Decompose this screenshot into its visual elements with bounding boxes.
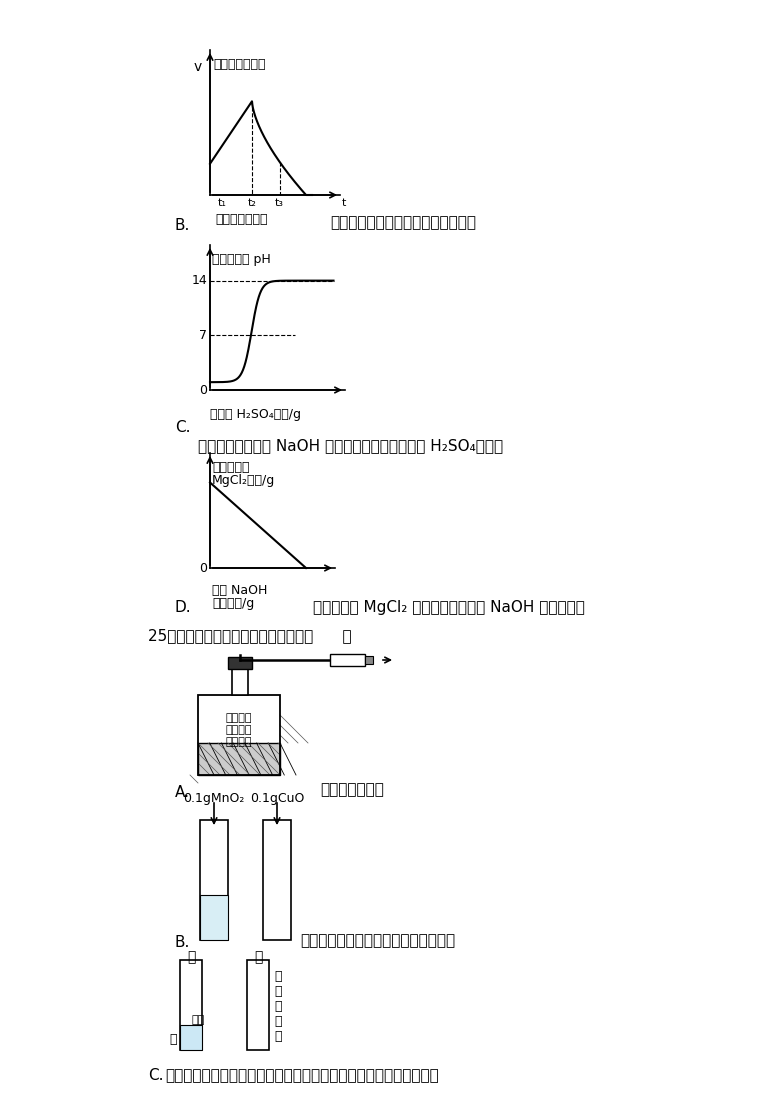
- Text: 7: 7: [199, 329, 207, 342]
- Text: 产生氢气的速率: 产生氢气的速率: [213, 58, 265, 71]
- Text: 向稀盐酸与 MgCl₂ 的混合溶液中滴加 NaOH 溶液至过量: 向稀盐酸与 MgCl₂ 的混合溶液中滴加 NaOH 溶液至过量: [313, 600, 585, 615]
- Text: C.: C.: [148, 1068, 164, 1083]
- Text: A.: A.: [175, 785, 190, 800]
- Text: 甲试管中的铁钉生锈，乙试管中的铁钉不生锈，说明铁钉生锈需要水: 甲试管中的铁钉生锈，乙试管中的铁钉不生锈，说明铁钉生锈需要水: [165, 1068, 438, 1083]
- Bar: [263, 820, 291, 940]
- Bar: [232, 665, 248, 695]
- Bar: [330, 654, 365, 666]
- Text: 液柱上升: 液柱上升: [225, 713, 252, 722]
- Text: t₃: t₃: [275, 199, 284, 208]
- Text: 一段时间: 一段时间: [225, 725, 252, 735]
- Text: 溶液质量/g: 溶液质量/g: [212, 597, 254, 610]
- Bar: [365, 656, 373, 664]
- Text: 检查装置气密性: 检查装置气密性: [320, 782, 384, 797]
- Bar: [200, 820, 228, 940]
- Text: 0.1gMnO₂: 0.1gMnO₂: [183, 792, 245, 805]
- Text: t: t: [342, 199, 346, 208]
- Text: 0.1gCuO: 0.1gCuO: [250, 792, 304, 805]
- Bar: [198, 743, 280, 775]
- Text: 甲: 甲: [187, 950, 195, 964]
- Text: 反应进行的时间: 反应进行的时间: [215, 213, 268, 226]
- Text: D.: D.: [175, 600, 192, 615]
- Text: 后不下降: 后不下降: [225, 737, 252, 747]
- Bar: [247, 960, 269, 1050]
- Text: 证明不同催化剤对过氧化氢的分解影响: 证明不同催化剤对过氧化氢的分解影响: [300, 933, 455, 947]
- Text: 向盛有稀盐酸的试管中加入足量镁条: 向盛有稀盐酸的试管中加入足量镁条: [330, 215, 476, 231]
- Text: 3%
H₂O₂
溶液: 3% H₂O₂ 溶液: [202, 900, 226, 933]
- Bar: [200, 895, 228, 940]
- Text: B.: B.: [175, 935, 190, 950]
- Text: 同盛有一定质量的 NaOH 溶液的烧杯中逐滴滴加稀 H₂SO₄至过量: 同盛有一定质量的 NaOH 溶液的烧杯中逐滴滴加稀 H₂SO₄至过量: [198, 438, 503, 453]
- Text: 14: 14: [191, 275, 207, 287]
- Text: 干
燥
的
空
气: 干 燥 的 空 气: [274, 970, 282, 1043]
- Text: 0: 0: [199, 384, 207, 396]
- Text: B.: B.: [175, 218, 190, 233]
- Bar: [228, 657, 252, 670]
- Text: 0: 0: [199, 561, 207, 575]
- Text: 25．下列实验不能达到实验目的的是（      ）: 25．下列实验不能达到实验目的的是（ ）: [148, 628, 352, 643]
- Text: v: v: [193, 60, 202, 74]
- Text: 烧杯中溶液 pH: 烧杯中溶液 pH: [212, 253, 271, 266]
- Bar: [180, 1025, 202, 1050]
- Bar: [198, 695, 280, 775]
- Text: 混合溶液中: 混合溶液中: [212, 461, 250, 474]
- Text: 水: 水: [169, 1034, 177, 1046]
- Text: 铁钉: 铁钉: [191, 1015, 204, 1025]
- Text: C.: C.: [175, 420, 190, 435]
- Text: 乙: 乙: [254, 950, 262, 964]
- Text: 加入稀 H₂SO₄质量/g: 加入稀 H₂SO₄质量/g: [210, 408, 301, 421]
- Text: 加入 NaOH: 加入 NaOH: [212, 583, 268, 597]
- Text: t₁: t₁: [218, 199, 226, 208]
- Text: MgCl₂质量/g: MgCl₂质量/g: [212, 474, 275, 488]
- Bar: [180, 960, 202, 1050]
- Text: t₂: t₂: [247, 199, 257, 208]
